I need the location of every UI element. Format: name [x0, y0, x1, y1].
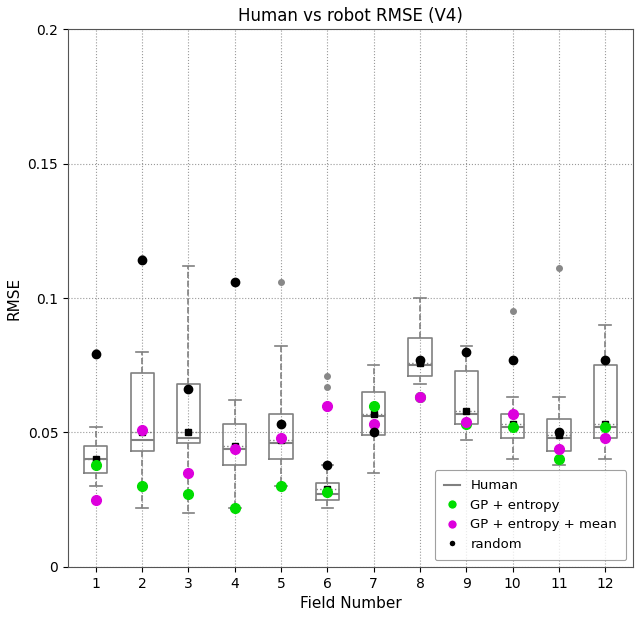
X-axis label: Field Number: Field Number: [300, 596, 401, 611]
Title: Human vs robot RMSE (V4): Human vs robot RMSE (V4): [238, 7, 463, 25]
Y-axis label: RMSE: RMSE: [7, 276, 22, 320]
Legend: Human, GP + entropy, GP + entropy + mean, random: Human, GP + entropy, GP + entropy + mean…: [435, 470, 627, 560]
